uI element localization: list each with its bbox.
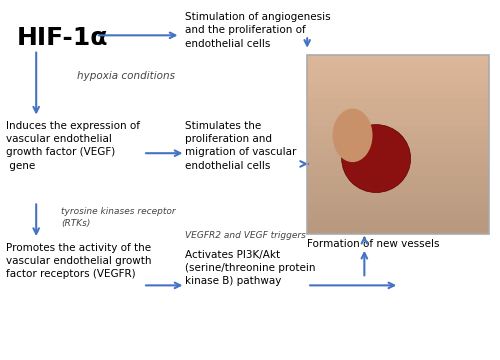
- Text: Promotes the activity of the
vascular endothelial growth
factor receptors (VEGFR: Promotes the activity of the vascular en…: [6, 243, 152, 279]
- Bar: [307, 198, 488, 205]
- Bar: [307, 148, 488, 155]
- Bar: [307, 191, 488, 198]
- Bar: [307, 134, 488, 141]
- Text: Stimulates the
proliferation and
migration of vascular
endothelial cells: Stimulates the proliferation and migrati…: [186, 121, 296, 171]
- Text: Formation of new vessels: Formation of new vessels: [307, 239, 440, 249]
- Bar: [307, 162, 488, 169]
- Text: HIF-1α: HIF-1α: [16, 26, 108, 50]
- Ellipse shape: [342, 125, 410, 193]
- Bar: [307, 141, 488, 148]
- Bar: [307, 91, 488, 98]
- Bar: [307, 176, 488, 184]
- Bar: [307, 112, 488, 119]
- Bar: [307, 76, 488, 84]
- Bar: [307, 126, 488, 134]
- Bar: [307, 155, 488, 162]
- Bar: [307, 212, 488, 219]
- Text: Activates PI3K/Akt
(serine/threonine protein
kinase B) pathway: Activates PI3K/Akt (serine/threonine pro…: [186, 249, 316, 286]
- Text: hypoxia conditions: hypoxia conditions: [76, 71, 174, 81]
- Text: VEGFR2 and VEGF triggers: VEGFR2 and VEGF triggers: [186, 231, 306, 240]
- Bar: [307, 184, 488, 191]
- Bar: [307, 226, 488, 234]
- Bar: [307, 169, 488, 176]
- Text: Stimulation of angiogenesis
and the proliferation of
endothelial cells: Stimulation of angiogenesis and the prol…: [186, 12, 331, 49]
- Bar: [307, 119, 488, 126]
- Bar: [307, 55, 488, 234]
- Text: Induces the expression of
vascular endothelial
growth factor (VEGF)
 gene: Induces the expression of vascular endot…: [6, 121, 140, 171]
- Text: tyrosine kinases receptor
(RTKs): tyrosine kinases receptor (RTKs): [61, 207, 176, 228]
- Ellipse shape: [332, 109, 372, 162]
- Bar: [307, 55, 488, 62]
- Bar: [307, 84, 488, 91]
- Bar: [307, 69, 488, 76]
- Bar: [307, 105, 488, 112]
- Bar: [307, 98, 488, 105]
- Bar: [307, 205, 488, 212]
- Bar: [307, 62, 488, 69]
- Bar: [307, 219, 488, 226]
